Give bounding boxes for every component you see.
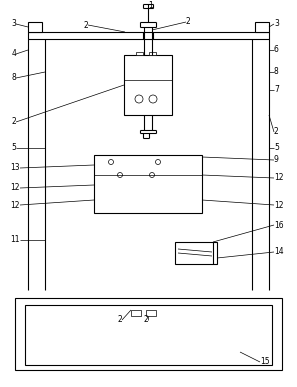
Text: 8: 8 [274,67,279,77]
Text: 12: 12 [274,173,284,183]
Bar [28,32,269,39]
Text: 9: 9 [274,156,279,164]
Bar [94,155,202,213]
Text: 12: 12 [10,183,20,192]
Text: 2: 2 [186,17,191,26]
Bar [175,242,217,264]
Text: 16: 16 [274,221,284,229]
Text: 3: 3 [274,19,279,29]
Text: 2: 2 [143,315,148,325]
Text: 12: 12 [10,200,20,209]
Text: 5: 5 [11,144,16,152]
Bar [25,305,272,365]
Text: 7: 7 [274,86,279,94]
Text: 2: 2 [83,21,88,29]
Text: 5: 5 [274,144,279,152]
Text: 15: 15 [260,358,270,366]
Bar [149,52,156,55]
Text: 13: 13 [10,163,20,173]
Bar [28,22,42,32]
Text: 8: 8 [11,74,16,82]
Text: 1: 1 [148,2,153,10]
Text: 2: 2 [274,127,279,137]
Text: 6: 6 [274,46,279,55]
Text: 3: 3 [11,19,16,29]
Bar [15,298,282,370]
Text: 2: 2 [117,315,122,325]
Bar [131,310,141,316]
Text: 12: 12 [274,200,284,209]
Text: 14: 14 [274,248,284,257]
Bar [255,22,269,32]
Bar [136,52,143,55]
Text: 11: 11 [10,236,20,245]
Text: 4: 4 [11,50,16,58]
Bar [146,310,156,316]
Bar [124,55,172,115]
Text: 2: 2 [11,118,16,127]
